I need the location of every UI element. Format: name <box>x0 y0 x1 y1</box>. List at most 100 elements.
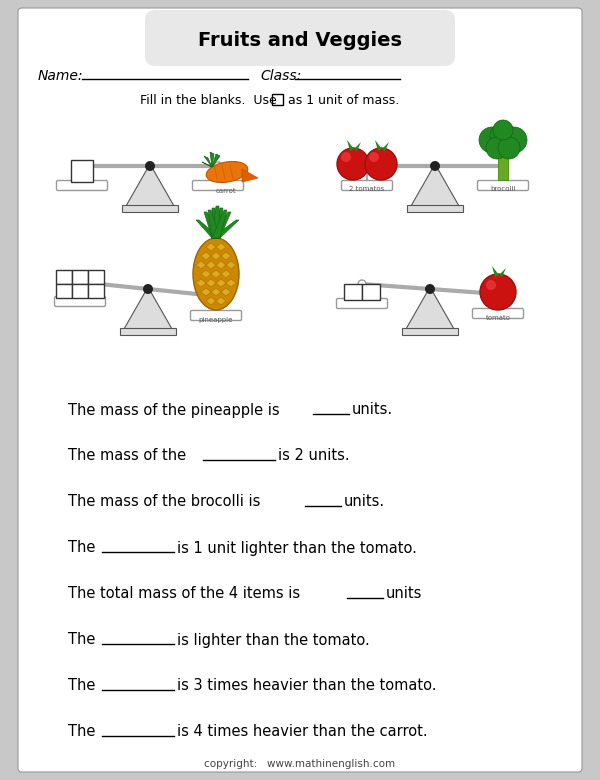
Bar <box>344 284 362 300</box>
Text: brocolli: brocolli <box>490 186 516 192</box>
Circle shape <box>493 120 513 140</box>
Polygon shape <box>206 243 216 251</box>
Text: units: units <box>386 587 422 601</box>
Text: tomato: tomato <box>485 315 511 321</box>
Polygon shape <box>375 140 382 151</box>
Text: units.: units. <box>352 402 394 417</box>
Text: units.: units. <box>344 495 385 509</box>
Circle shape <box>214 162 222 170</box>
Text: 2 tomatos: 2 tomatos <box>349 186 385 192</box>
Circle shape <box>486 137 508 159</box>
Text: Fill in the blanks.  Use: Fill in the blanks. Use <box>140 94 277 107</box>
Bar <box>120 328 176 335</box>
Bar <box>407 205 463 212</box>
Text: Name:: Name: <box>38 69 83 83</box>
Polygon shape <box>242 169 258 182</box>
Polygon shape <box>206 261 216 269</box>
Bar <box>71 160 93 182</box>
FancyBboxPatch shape <box>56 180 107 190</box>
Circle shape <box>501 127 527 153</box>
Circle shape <box>490 123 516 149</box>
Polygon shape <box>226 279 236 287</box>
Polygon shape <box>204 156 212 167</box>
Polygon shape <box>201 252 211 260</box>
Circle shape <box>369 152 379 162</box>
Polygon shape <box>126 164 174 206</box>
Text: The mass of the pineapple is: The mass of the pineapple is <box>68 402 284 417</box>
Polygon shape <box>216 297 226 305</box>
Bar <box>56 284 72 298</box>
Circle shape <box>499 162 507 170</box>
Circle shape <box>365 148 397 180</box>
Polygon shape <box>212 154 220 167</box>
Text: The mass of the brocolli is: The mass of the brocolli is <box>68 495 265 509</box>
Text: is 4 times heavier than the carrot.: is 4 times heavier than the carrot. <box>177 725 427 739</box>
Bar <box>272 94 283 105</box>
Bar <box>72 284 88 298</box>
Polygon shape <box>411 164 459 206</box>
Bar <box>88 270 104 284</box>
Text: as 1 unit of mass.: as 1 unit of mass. <box>284 94 399 107</box>
Circle shape <box>494 290 502 298</box>
Circle shape <box>143 284 153 294</box>
Polygon shape <box>212 208 220 238</box>
Polygon shape <box>212 208 223 238</box>
Text: is 3 times heavier than the tomato.: is 3 times heavier than the tomato. <box>177 679 436 693</box>
Polygon shape <box>211 270 221 278</box>
Polygon shape <box>210 152 214 167</box>
Polygon shape <box>216 279 226 287</box>
Text: pineapple: pineapple <box>199 317 233 323</box>
Polygon shape <box>202 162 212 167</box>
FancyBboxPatch shape <box>55 296 106 307</box>
Polygon shape <box>226 261 236 269</box>
FancyBboxPatch shape <box>341 180 392 190</box>
Bar <box>56 270 72 284</box>
Circle shape <box>341 152 351 162</box>
FancyBboxPatch shape <box>18 8 582 772</box>
Polygon shape <box>221 288 231 296</box>
Polygon shape <box>124 287 172 329</box>
Polygon shape <box>492 266 499 277</box>
Polygon shape <box>216 243 226 251</box>
FancyBboxPatch shape <box>145 10 455 66</box>
Ellipse shape <box>193 238 239 310</box>
Polygon shape <box>347 140 354 151</box>
Bar <box>122 205 178 212</box>
Polygon shape <box>382 142 389 151</box>
Ellipse shape <box>206 161 248 183</box>
Polygon shape <box>196 279 206 287</box>
Circle shape <box>358 280 366 288</box>
Text: The: The <box>68 679 100 693</box>
Polygon shape <box>208 210 220 238</box>
Text: The: The <box>68 541 100 555</box>
Polygon shape <box>201 288 211 296</box>
Bar <box>498 154 508 180</box>
Polygon shape <box>196 261 206 269</box>
Polygon shape <box>216 261 226 269</box>
Text: is lighter than the tomato.: is lighter than the tomato. <box>177 633 370 647</box>
Circle shape <box>337 148 369 180</box>
Polygon shape <box>354 142 361 151</box>
FancyBboxPatch shape <box>337 299 388 309</box>
Bar <box>72 270 88 284</box>
Polygon shape <box>212 212 231 238</box>
Circle shape <box>212 292 220 300</box>
Circle shape <box>78 162 86 170</box>
Text: The: The <box>68 725 100 739</box>
Text: Class:: Class: <box>260 69 301 83</box>
Text: copyright:   www.mathinenglish.com: copyright: www.mathinenglish.com <box>205 759 395 769</box>
Bar <box>362 284 380 300</box>
Text: The mass of the: The mass of the <box>68 448 191 463</box>
Polygon shape <box>406 287 454 329</box>
Circle shape <box>76 278 84 286</box>
Circle shape <box>363 162 371 170</box>
Polygon shape <box>211 288 221 296</box>
Text: is 1 unit lighter than the tomato.: is 1 unit lighter than the tomato. <box>177 541 416 555</box>
FancyBboxPatch shape <box>191 310 241 321</box>
Polygon shape <box>212 210 227 238</box>
Text: is 2 units.: is 2 units. <box>278 448 350 463</box>
Polygon shape <box>201 270 211 278</box>
Text: Fruits and Veggies: Fruits and Veggies <box>198 30 402 49</box>
Bar <box>88 284 104 298</box>
Polygon shape <box>206 279 216 287</box>
